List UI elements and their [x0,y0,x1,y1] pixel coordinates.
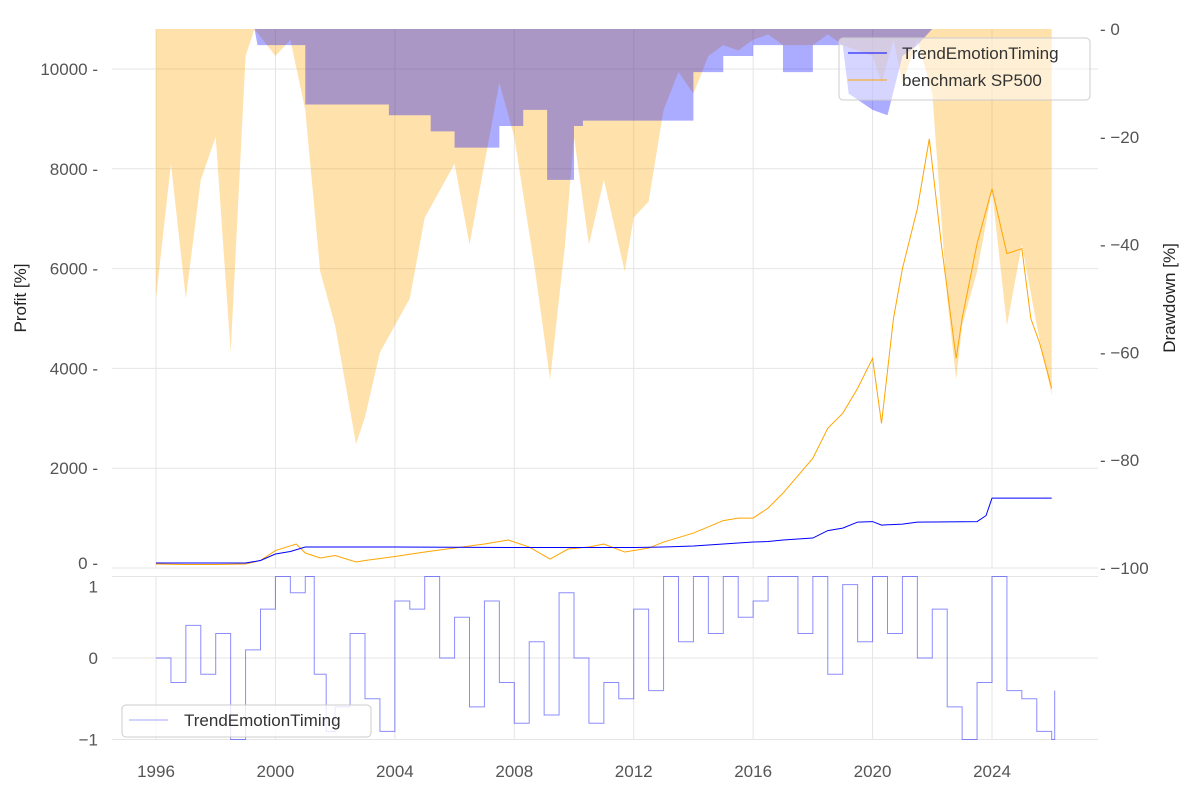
y-tick-label: 8000 - [50,160,98,179]
y2-tick-label: - −40 [1100,236,1139,255]
y-tick-label: 10000 - [40,60,98,79]
x-tick-label: 2024 [973,762,1011,781]
y2-tick-label: - −20 [1100,128,1139,147]
y-tick-label: 4000 - [50,359,98,378]
legend-label-benchmark: benchmark SP500 [902,71,1042,90]
y-axis-label: Profit [%] [11,264,30,333]
legend-box [838,37,1091,101]
y-tick-label: 0 - [78,554,98,573]
x-tick-label: 2012 [615,762,653,781]
drawdown-fills [156,29,1052,445]
x-tick-label: 2008 [495,762,533,781]
tick-labels: 1996 2000 2004 2008 2012 2016 2020 2024 0 - 2000 … [40,20,1148,781]
legend-top: TrendEmotionTiming benchmark SP500 [838,37,1091,101]
y-tick-label: 6000 - [50,260,98,279]
y-tick-label: 2000 - [50,459,98,478]
signal-tick-label: 1 [89,578,98,597]
strategy-profit-line [156,497,1052,564]
x-tick-label: 2000 [257,762,295,781]
signal-tick-label: 0 [89,649,98,668]
strategy-drawdown-area [156,29,1052,180]
y2-tick-label: - 0 [1100,20,1120,39]
legend-label-strategy: TrendEmotionTiming [902,44,1059,63]
x-tick-label: 2004 [376,762,414,781]
y2-tick-label: - −100 [1100,559,1149,578]
signal-tick-label: −1 [79,731,98,750]
legend-box [121,704,372,738]
profit-lines [155,138,1056,740]
legend-label-signal: TrendEmotionTiming [184,711,341,730]
x-tick-label: 2016 [734,762,772,781]
legend-bottom: TrendEmotionTiming [121,704,372,738]
y2-tick-label: - −60 [1100,343,1139,362]
benchmark-profit-line [155,138,1053,566]
x-tick-label: 1996 [137,762,175,781]
x-tick-label: 2020 [854,762,892,781]
signal-line [156,576,1056,740]
benchmark-drawdown-area [156,29,1052,445]
y2-axis-label: Drawdown [%] [1160,243,1179,353]
y2-tick-label: - −80 [1100,451,1139,470]
